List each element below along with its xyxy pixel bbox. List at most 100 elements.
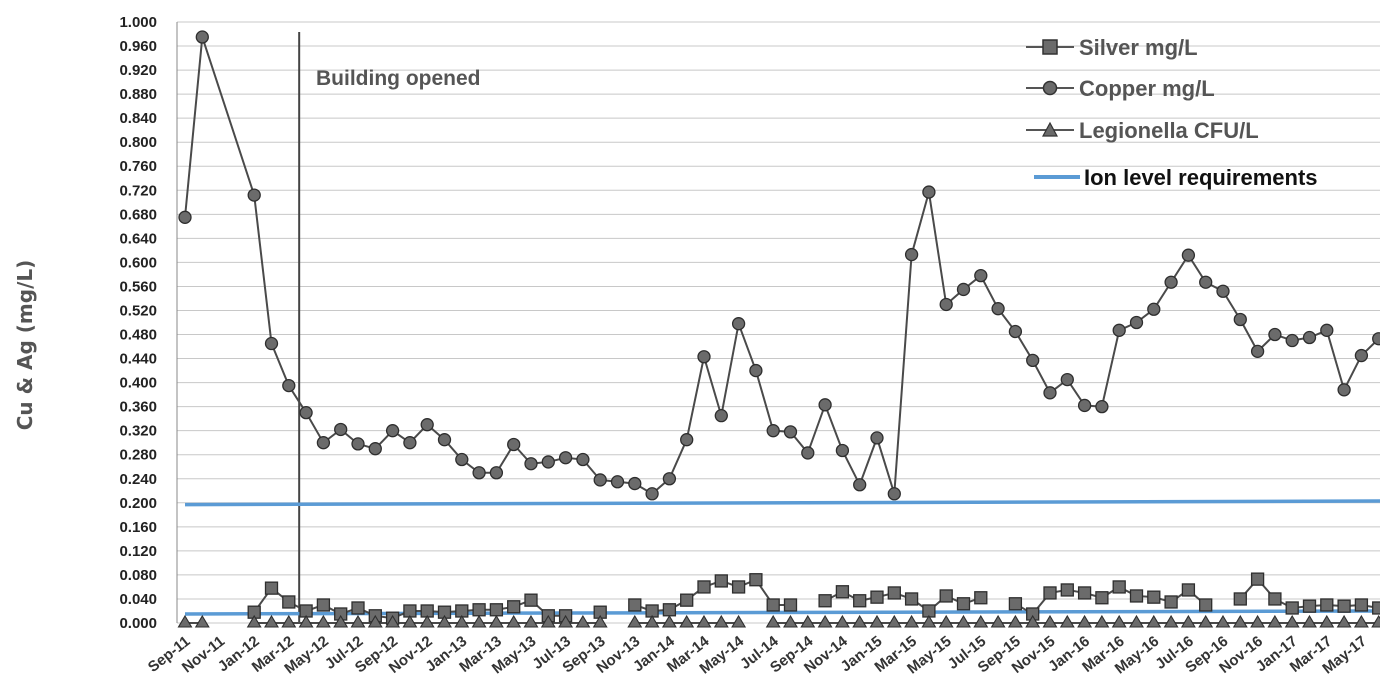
legend-label: Legionella CFU/L	[1079, 118, 1259, 143]
silver-point	[749, 573, 763, 587]
legionella-point	[1250, 614, 1266, 628]
copper-point	[783, 425, 798, 439]
legionella-point	[419, 614, 435, 628]
legend-label: Silver mg/L	[1079, 35, 1198, 60]
copper-point	[956, 282, 971, 297]
copper-point	[558, 451, 573, 465]
copper-point	[628, 476, 642, 491]
legionella-point	[1077, 614, 1093, 628]
y-tick-label: 0.080	[119, 567, 157, 584]
y-tick-label: 0.000	[119, 615, 157, 632]
y-tick-label: 0.520	[119, 302, 157, 319]
silver-point	[264, 581, 279, 595]
y-tick-label: 0.600	[119, 254, 157, 271]
legionella-point	[194, 614, 210, 628]
legionella-point	[246, 614, 262, 628]
silver-point	[1060, 583, 1074, 597]
legionella-point	[592, 614, 608, 628]
legionella-point	[367, 614, 383, 628]
legionella-point	[886, 614, 902, 628]
silver-point	[783, 598, 798, 612]
y-tick-label: 0.800	[119, 134, 157, 151]
copper-point	[749, 363, 763, 378]
copper-point	[437, 433, 452, 447]
legionella-point	[904, 614, 920, 628]
legionella-point	[1353, 614, 1369, 628]
y-tick-label: 0.480	[119, 327, 157, 344]
y-tick-label: 0.120	[119, 543, 157, 560]
silver-point	[351, 601, 365, 615]
ion-level-line	[184, 499, 1380, 507]
square-marker-icon	[1042, 39, 1058, 55]
legionella-point	[644, 614, 660, 628]
copper-point	[1043, 386, 1057, 400]
legend-label: Copper mg/L	[1079, 76, 1215, 101]
legionella-point	[540, 614, 556, 628]
series-markers	[177, 30, 1380, 628]
copper-point	[1060, 372, 1074, 387]
silver-point	[1112, 580, 1126, 594]
legend-item-copper: Copper mg/L	[1026, 76, 1215, 101]
copper-point	[489, 466, 504, 480]
legionella-point	[1025, 614, 1041, 628]
legend-item-silver: Silver mg/L	[1026, 35, 1198, 60]
silver-point	[282, 595, 296, 609]
silver-point	[1008, 597, 1023, 611]
legionella-point	[437, 614, 452, 628]
silver-point	[1164, 595, 1178, 609]
copper-point	[576, 452, 590, 467]
legionella-point	[696, 614, 712, 628]
y-tick-label: 0.040	[119, 591, 157, 608]
silver-point	[887, 586, 901, 600]
copper-point	[455, 452, 469, 467]
silver-point	[489, 603, 504, 617]
legionella-point	[956, 614, 971, 628]
copper-point	[178, 210, 192, 224]
legionella-point	[350, 614, 366, 628]
copper-point	[974, 268, 988, 283]
copper-point	[801, 446, 815, 460]
legionella-point	[1180, 614, 1196, 628]
circle-marker-icon	[1042, 80, 1058, 96]
copper-point	[731, 317, 746, 331]
silver-point	[956, 597, 971, 611]
series-line-0	[824, 590, 982, 613]
copper-point	[1008, 324, 1023, 339]
series-line-1	[184, 36, 1380, 496]
silver-point	[835, 585, 850, 599]
copper-point	[1285, 333, 1299, 348]
legionella-point	[1111, 614, 1127, 628]
silver-point	[1268, 592, 1282, 606]
copper-point	[316, 436, 331, 450]
legionella-point	[1146, 614, 1162, 628]
y-tick-label: 0.320	[119, 423, 157, 440]
legend: Silver mg/L Copper mg/L Legionella CFU/L…	[1026, 35, 1318, 190]
copper-point	[524, 457, 538, 471]
silver-point	[766, 598, 780, 612]
legionella-point	[852, 614, 868, 628]
legionella-point	[834, 614, 850, 628]
y-tick-label: 0.920	[119, 62, 157, 79]
silver-point	[853, 594, 867, 608]
legionella-point	[1336, 614, 1352, 628]
legionella-point	[817, 614, 833, 628]
legionella-point	[471, 614, 487, 628]
y-tick-label: 0.360	[119, 399, 157, 416]
y-tick-label: 0.240	[119, 471, 157, 488]
legionella-point	[1163, 614, 1179, 628]
silver-point	[662, 603, 677, 617]
copper-point	[939, 297, 953, 312]
silver-point	[1147, 590, 1161, 604]
copper-point	[610, 475, 625, 489]
ion-requirement-lines	[184, 499, 1380, 616]
triangle-marker-icon	[1041, 121, 1059, 137]
legionella-point	[1232, 614, 1248, 628]
y-tick-label: 0.840	[119, 110, 157, 127]
copper-point	[1268, 327, 1282, 342]
copper-point	[1026, 353, 1040, 368]
copper-point	[870, 431, 884, 445]
legionella-point	[1302, 614, 1317, 628]
legend-item-legionella: Legionella CFU/L	[1026, 118, 1259, 143]
silver-point	[1181, 583, 1196, 597]
